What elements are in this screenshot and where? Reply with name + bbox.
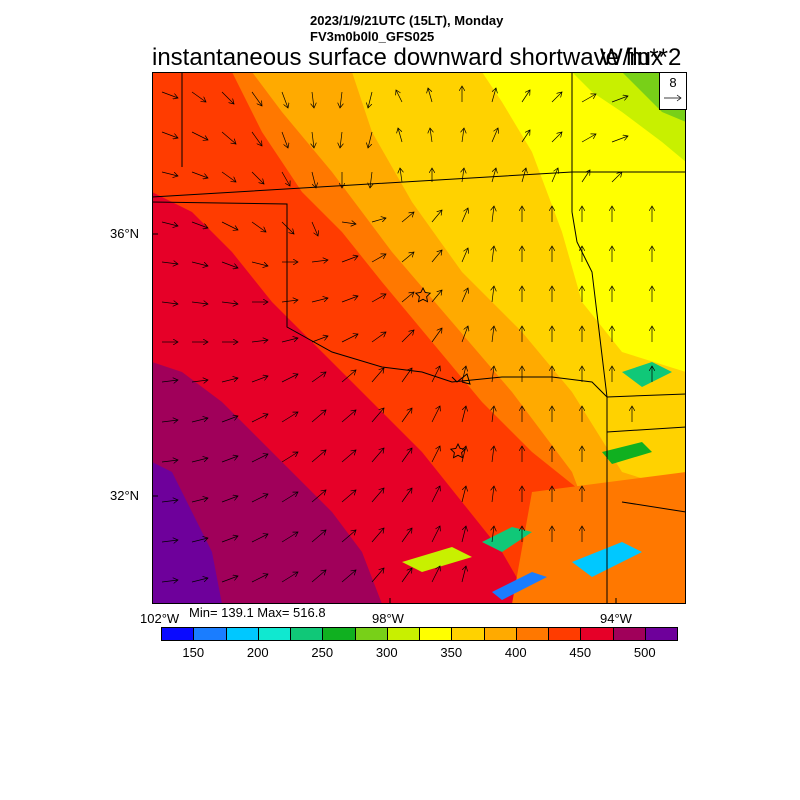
units-label: W/m**2 xyxy=(600,44,682,71)
colorbar-swatch xyxy=(386,627,420,641)
reference-vector-value: 8 xyxy=(669,75,677,90)
colorbar-label: 200 xyxy=(246,645,269,660)
field-patch-lightgreen-4 xyxy=(402,547,472,572)
field-patch-blue-1 xyxy=(492,572,547,600)
colorbar-swatch xyxy=(451,627,485,641)
colorbar-label: 500 xyxy=(633,645,656,660)
colorbar-swatch xyxy=(193,627,227,641)
wind-vectors xyxy=(161,86,652,582)
colorbar-swatch xyxy=(290,627,324,641)
colorbar-label: 450 xyxy=(569,645,592,660)
lat-label-36n: 36°N xyxy=(110,226,140,241)
lon-label-98w: 98°W xyxy=(372,611,404,626)
reference-vector-box: 8 xyxy=(659,72,687,110)
colorbar-swatch xyxy=(354,627,388,641)
colorbar-swatch xyxy=(419,627,453,641)
colorbar-swatch xyxy=(515,627,549,641)
field-patch-green-2 xyxy=(622,362,672,387)
colorbar-label: 150 xyxy=(182,645,205,660)
star-marker xyxy=(449,442,467,459)
reference-arrow-icon xyxy=(664,94,682,102)
map-title: instantaneous surface downward shortwave… xyxy=(152,44,663,71)
field-band-maroon xyxy=(152,362,382,604)
star-marker xyxy=(414,286,432,303)
field-band-purple xyxy=(152,462,222,604)
field-band-southeast-orange xyxy=(512,472,686,604)
map-panel xyxy=(152,72,686,604)
map-frame xyxy=(152,72,686,604)
colorbar xyxy=(161,627,678,641)
state-borders xyxy=(152,72,686,604)
field-patch-green-3 xyxy=(602,442,652,464)
colorbar-swatch xyxy=(225,627,259,641)
colorbar-swatch xyxy=(548,627,582,641)
colorbar-swatch xyxy=(580,627,614,641)
field-band-yellow xyxy=(482,72,686,372)
colorbar-label: 250 xyxy=(311,645,334,660)
lon-label-94w: 94°W xyxy=(600,611,632,626)
colorbar-label: 300 xyxy=(375,645,398,660)
colorbar-label: 350 xyxy=(440,645,463,660)
min-max-stats: Min= 139.1 Max= 516.8 xyxy=(189,605,326,620)
subtitle-model: FV3m0b0l0_GFS025 xyxy=(310,29,435,44)
field-patch-green-1 xyxy=(482,527,532,552)
colorbar-labels: 150 200 250 300 350 400 450 500 xyxy=(161,645,677,661)
colorbar-swatch xyxy=(161,627,195,641)
colorbar-swatch xyxy=(644,627,678,641)
colorbar-swatch xyxy=(612,627,646,641)
lon-label-102w: 102°W xyxy=(140,611,180,626)
colorbar-label: 400 xyxy=(504,645,527,660)
subtitle-date: 2023/1/9/21UTC (15LT), Monday xyxy=(310,13,504,28)
colorbar-swatch xyxy=(322,627,356,641)
colorbar-swatch xyxy=(483,627,517,641)
colorbar-swatch xyxy=(257,627,291,641)
lat-label-32n: 32°N xyxy=(110,488,140,503)
